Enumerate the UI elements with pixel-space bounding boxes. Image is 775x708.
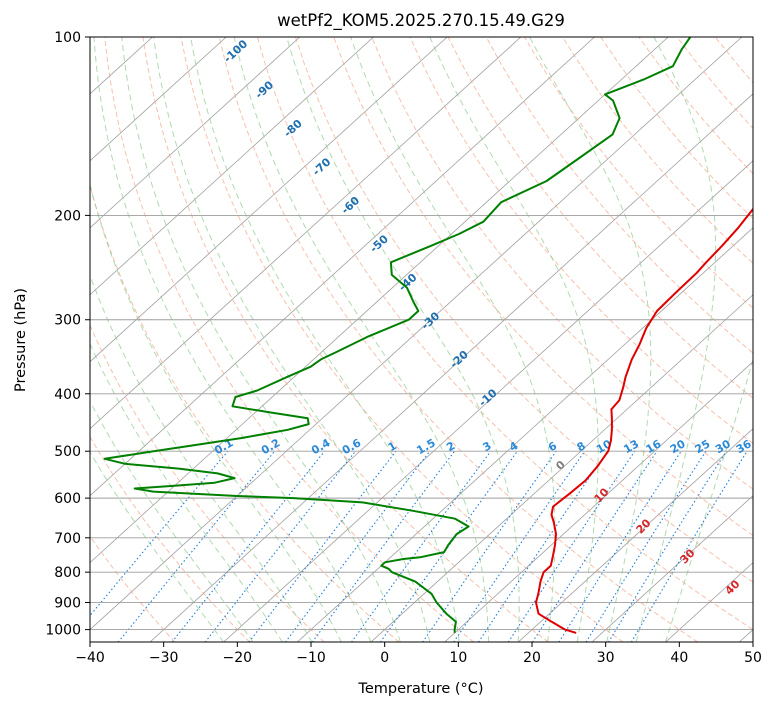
isotherm-line bbox=[90, 37, 595, 497]
dry-adiabat-line bbox=[90, 183, 400, 642]
x-tick-label: 10 bbox=[449, 650, 467, 666]
y-tick-label: 1000 bbox=[45, 623, 81, 639]
moist-adiabat-line bbox=[90, 451, 224, 642]
chart-title: wetPf2_KOM5.2025.270.15.49.G29 bbox=[277, 11, 565, 31]
isotherm-line bbox=[370, 294, 753, 642]
series-dewpoint-line bbox=[103, 37, 692, 633]
background-grid bbox=[90, 37, 753, 642]
isotherm-line bbox=[517, 428, 753, 642]
moist-adiabat-line bbox=[121, 37, 401, 642]
y-tick-label: 200 bbox=[54, 208, 81, 224]
dry-adiabat-line bbox=[409, 37, 753, 445]
mixing-ratio-line bbox=[284, 450, 431, 642]
y-axis-label: Pressure (hPa) bbox=[13, 288, 29, 392]
y-axis: 1000 900 800 700 600 500 400 300 200 100 bbox=[45, 30, 90, 639]
isotherm-line bbox=[90, 37, 522, 430]
plot-frame bbox=[89, 36, 754, 643]
dry-adiabat-line bbox=[90, 435, 251, 642]
x-tick-label: 20 bbox=[523, 650, 541, 666]
y-tick-label: 100 bbox=[54, 30, 81, 46]
x-tick-label: −10 bbox=[296, 650, 326, 666]
data-series bbox=[103, 37, 753, 634]
moist-adiabat-line bbox=[233, 37, 490, 642]
moist-adiabat-line bbox=[90, 342, 283, 642]
x-axis: −40 −30 −20 −10 0 10 20 30 40 50 bbox=[75, 642, 762, 666]
isotherm-line bbox=[90, 37, 743, 631]
dry-adiabat-line bbox=[256, 37, 753, 631]
moist-adiabat-line bbox=[665, 357, 753, 642]
moist-adiabat-line bbox=[93, 37, 372, 642]
mixing-ratio-line bbox=[422, 450, 557, 642]
mixing-ratio-line bbox=[630, 450, 748, 642]
mixing-ratio-line bbox=[117, 450, 276, 642]
mixing-ratio-line bbox=[453, 450, 586, 642]
isotherm-line bbox=[149, 93, 753, 642]
y-tick-label: 700 bbox=[54, 531, 81, 547]
x-tick-label: 50 bbox=[744, 650, 762, 666]
dry-adiabat-line bbox=[142, 37, 549, 642]
mixing-ratio-line bbox=[311, 450, 456, 642]
isotherm-line bbox=[223, 160, 753, 642]
dry-adiabat-line bbox=[333, 37, 753, 537]
isotherm-line bbox=[90, 37, 374, 296]
isotherm-line bbox=[90, 37, 227, 162]
isotherm-line bbox=[90, 37, 448, 363]
x-tick-label: 40 bbox=[670, 650, 688, 666]
moist-adiabat-line bbox=[286, 37, 520, 642]
x-tick-label: 0 bbox=[380, 650, 389, 666]
x-tick-label: −40 bbox=[75, 650, 105, 666]
moist-adiabat-line bbox=[350, 37, 556, 642]
mixing-ratio-line bbox=[478, 450, 608, 642]
mixing-ratio-line bbox=[507, 450, 636, 642]
x-tick-label: −30 bbox=[149, 650, 179, 666]
x-axis-label: Temperature (°C) bbox=[357, 681, 483, 697]
dry-adiabat-line bbox=[295, 37, 753, 583]
moist-adiabat-line bbox=[429, 37, 599, 642]
y-tick-label: 900 bbox=[54, 595, 81, 611]
y-tick-label: 300 bbox=[54, 313, 81, 329]
mixing-ratio-line bbox=[171, 450, 326, 642]
y-tick-label: 800 bbox=[54, 565, 81, 581]
x-tick-label: 30 bbox=[597, 650, 615, 666]
moist-adiabat-line bbox=[90, 274, 313, 642]
mixing-ratio-line bbox=[608, 450, 727, 642]
moist-adiabat-line bbox=[90, 182, 342, 642]
mixing-ratio-line bbox=[351, 450, 492, 642]
mixing-ratio-line bbox=[379, 450, 518, 642]
dry-adiabat-line bbox=[485, 37, 753, 354]
mixing-ratio-line bbox=[558, 450, 682, 642]
series-temperature-line bbox=[535, 207, 753, 634]
moist-adiabat-line bbox=[153, 37, 431, 642]
moist-adiabat-line bbox=[635, 37, 717, 642]
y-tick-label: 500 bbox=[54, 444, 81, 460]
mixing-ratio-line bbox=[532, 450, 658, 642]
y-tick-label: 400 bbox=[54, 387, 81, 403]
isotherm-line bbox=[591, 495, 753, 642]
dry-adiabat-line bbox=[371, 37, 753, 490]
x-tick-label: −20 bbox=[223, 650, 253, 666]
moist-adiabat-line bbox=[190, 37, 460, 642]
dry-adiabat-line bbox=[218, 37, 699, 642]
dry-adiabat-line bbox=[180, 37, 624, 642]
y-tick-label: 600 bbox=[54, 491, 81, 507]
isotherm-line bbox=[90, 37, 301, 229]
dry-adiabat-line bbox=[104, 37, 475, 642]
isotherm-line bbox=[90, 37, 669, 564]
moist-adiabat-line bbox=[529, 37, 652, 642]
